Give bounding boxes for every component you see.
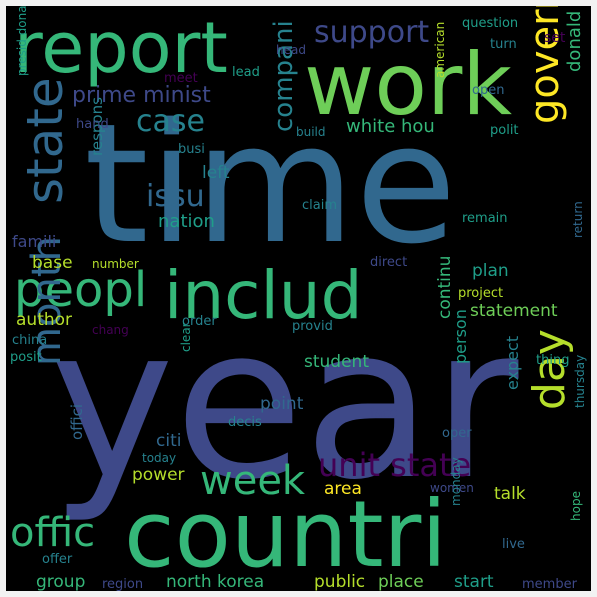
word-region: region [102,577,143,591]
word-build: build [296,125,326,139]
word-student: student [304,352,369,372]
word-cloud: year time countri work report includ peopl stat… [6,6,591,591]
word-face: face [370,406,398,421]
word-unit-state: unit state [318,446,471,484]
word-prime-minist: prime minist [72,83,211,108]
word-famili: famili [12,232,56,251]
word-open: open [472,83,504,98]
word-number: number [92,257,139,271]
word-posit: posit [10,350,42,365]
word-polit: polit [490,123,519,138]
word-work: work [304,35,512,135]
word-state: state [16,77,74,204]
word-busi: busi [178,142,205,157]
word-head: head [276,43,306,57]
word-american: american [433,22,447,78]
word-author: author [16,310,72,330]
word-monday: monday [449,457,463,506]
word-govern: govern [522,6,568,124]
word-citi: citi [156,431,181,451]
word-hand: hand [76,117,109,132]
word-project: project [458,286,503,301]
word-set: set [544,30,566,46]
word-meet: meet [164,71,198,86]
word-month: month [24,236,70,366]
word-area: area [324,479,362,499]
word-clear: clear [179,322,193,352]
word-thursday: thursday [573,355,587,408]
word-live: live [502,537,525,552]
word-women: women [430,481,474,495]
word-case: case [136,104,205,139]
word-member: member [522,577,578,591]
word-point: point [260,394,304,414]
word-person: person [451,309,470,364]
word-issu: issu [146,179,205,214]
word-start: start [454,572,494,591]
word-week: week [200,458,306,504]
word-return: return [571,201,585,238]
word-talk: talk [494,484,526,504]
word-year: year [50,281,519,526]
word-claim: claim [302,198,337,213]
word-includ: includ [164,257,363,334]
word-remain: remain [462,211,508,226]
word-place: place [378,572,424,591]
word-thing: thing [536,353,569,368]
word-question: question [462,16,518,31]
word-left: left [202,163,230,183]
word-direct: direct [370,255,407,270]
word-peopl: peopl [14,262,147,318]
word-group: group [36,572,85,591]
word-china: china [12,333,47,348]
word-turn: turn [490,37,517,52]
word-respons: respons [88,97,106,156]
word-lead: lead [232,65,260,80]
word-white-hou: white hou [346,116,435,137]
word-today: today [142,451,176,465]
word-countri: countri [124,481,447,588]
word-public: public [314,572,365,591]
word-order: order [182,314,217,329]
word-base: base [32,253,73,273]
word-nation: nation [158,211,215,232]
word-oper: oper [442,426,472,441]
word-plan: plan [472,261,509,281]
word-continu: continu [435,256,455,319]
word-day: day [524,329,575,410]
word-support: support [314,15,429,50]
word-chang: chang [92,323,129,337]
word-offici: offici [68,404,86,440]
word-offer: offer [42,552,73,567]
word-offic: offic [10,510,95,556]
word-hope: hope [569,491,583,521]
word-time: time [84,88,457,280]
word-power: power [132,465,185,485]
word-north-korea: north korea [166,572,264,591]
word-decis: decis [228,415,262,430]
word-expect: expect [503,336,522,390]
word-compani: compani [269,20,299,132]
word-presid-donald: presid donald [15,6,29,76]
word-provid: provid [292,319,333,334]
word-donald-trump: donald trump [564,6,585,72]
word-report: report [14,7,228,89]
word-statement: statement [470,301,558,321]
